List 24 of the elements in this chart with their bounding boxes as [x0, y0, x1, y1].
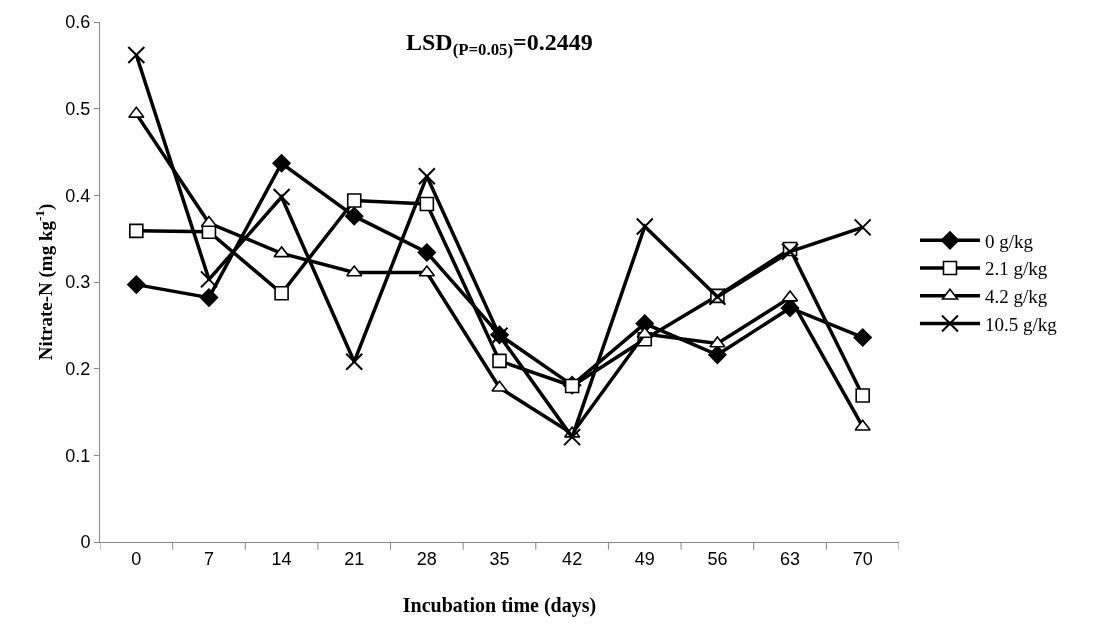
- y-tick-label: 0.4: [65, 185, 91, 206]
- y-tick-label: 0.6: [65, 12, 91, 33]
- legend-label: 10.5 g/kg: [984, 313, 1058, 335]
- y-tick-label: 0.2: [65, 358, 91, 379]
- y-tick-label: 0.1: [65, 445, 91, 466]
- x-tick-label: 28: [416, 548, 437, 569]
- legend-label: 2.1 g/kg: [984, 258, 1048, 280]
- x-tick-label: 0: [131, 548, 142, 569]
- y-tick-label: 0.3: [65, 272, 91, 293]
- annotation: LSD$_{(P=0.05)}$=0.2449: [406, 29, 593, 60]
- x-tick-label: 70: [852, 548, 873, 569]
- x-axis-title: Incubation time (days): [402, 594, 597, 617]
- x-tick-label: 21: [344, 548, 365, 569]
- legend-label: 4.2 g/kg: [984, 286, 1048, 308]
- x-tick-label: 14: [271, 548, 292, 569]
- x-tick-label: 42: [562, 548, 583, 569]
- x-tick-label: 63: [780, 548, 801, 569]
- x-tick-label: 35: [489, 548, 510, 569]
- x-tick-label: 49: [634, 548, 655, 569]
- y-tick-label: 0: [80, 532, 91, 553]
- y-tick-label: 0.5: [65, 98, 91, 119]
- x-tick-label: 56: [707, 548, 728, 569]
- x-tick-label: 7: [203, 548, 214, 569]
- legend-label: 0 g/kg: [984, 230, 1034, 252]
